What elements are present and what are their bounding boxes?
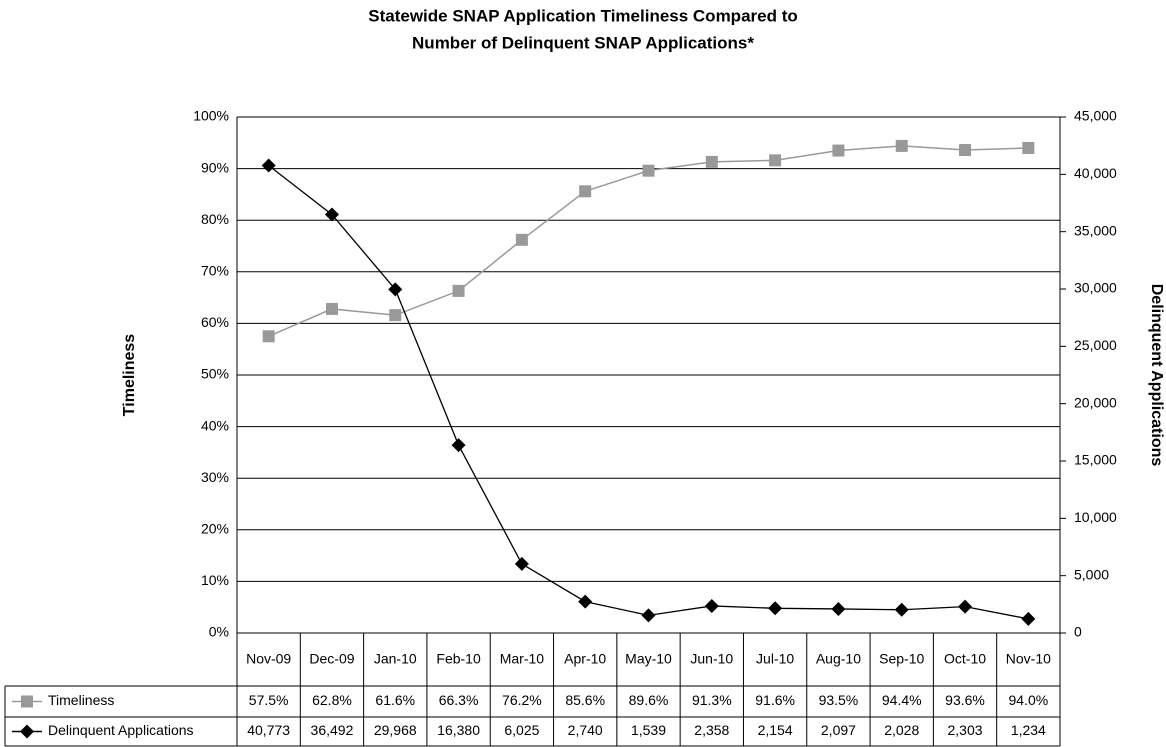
x-tick-label: Feb-10 bbox=[436, 651, 481, 667]
data-point bbox=[1022, 141, 1035, 154]
data-label: 66.3% bbox=[439, 692, 479, 708]
data-label: 85.6% bbox=[565, 692, 605, 708]
data-point bbox=[895, 139, 908, 152]
y-tick-label: 50% bbox=[201, 366, 229, 382]
x-tick-label: Apr-10 bbox=[564, 651, 606, 667]
y-tick-label: 40% bbox=[201, 417, 229, 433]
y-tick-label: 100% bbox=[193, 108, 229, 124]
data-label: 94.4% bbox=[882, 692, 922, 708]
data-point bbox=[388, 282, 403, 297]
data-label: 36,492 bbox=[311, 722, 354, 738]
y2-tick-label: 10,000 bbox=[1074, 509, 1117, 525]
data-label: 93.5% bbox=[819, 692, 859, 708]
data-point bbox=[705, 155, 718, 168]
data-point bbox=[261, 158, 276, 173]
y2-tick-label: 0 bbox=[1074, 624, 1082, 640]
data-point bbox=[452, 284, 465, 297]
data-point bbox=[894, 602, 909, 617]
x-tick-label: Jan-10 bbox=[374, 651, 417, 667]
x-tick-label: Nov-09 bbox=[246, 651, 291, 667]
x-tick-label: Mar-10 bbox=[500, 651, 545, 667]
legend-marker bbox=[20, 724, 34, 739]
data-point bbox=[832, 144, 845, 157]
data-label: 40,773 bbox=[247, 722, 290, 738]
legend-marker bbox=[21, 695, 33, 708]
y-tick-label: 20% bbox=[201, 521, 229, 537]
data-label: 2,154 bbox=[758, 722, 793, 738]
series-line bbox=[268, 164, 1029, 620]
y2-tick-label: 35,000 bbox=[1074, 222, 1117, 238]
data-point bbox=[641, 608, 656, 623]
data-label: 89.6% bbox=[629, 692, 669, 708]
data-point bbox=[579, 185, 592, 198]
y-tick-label: 10% bbox=[201, 572, 229, 588]
x-tick-label: Sep-10 bbox=[879, 651, 924, 667]
data-label: 91.3% bbox=[692, 692, 732, 708]
chart-title: Number of Delinquent SNAP Applications* bbox=[412, 33, 754, 52]
data-label: 2,740 bbox=[568, 722, 603, 738]
data-label: 6,025 bbox=[504, 722, 539, 738]
data-point bbox=[959, 144, 972, 157]
data-point bbox=[642, 164, 655, 177]
data-point bbox=[1021, 611, 1036, 626]
data-label: 62.8% bbox=[312, 692, 352, 708]
data-label: 94.0% bbox=[1008, 692, 1048, 708]
data-label: 57.5% bbox=[249, 692, 289, 708]
data-label: 76.2% bbox=[502, 692, 542, 708]
data-point bbox=[514, 556, 529, 571]
data-point bbox=[958, 599, 973, 614]
data-point bbox=[831, 601, 846, 616]
y-tick-label: 80% bbox=[201, 211, 229, 227]
data-point bbox=[324, 207, 339, 222]
y-tick-label: 70% bbox=[201, 263, 229, 279]
y-axis-label: Timeliness bbox=[121, 334, 138, 417]
data-label: 61.6% bbox=[375, 692, 415, 708]
data-label: 1,539 bbox=[631, 722, 666, 738]
data-point bbox=[389, 309, 402, 322]
data-label: 2,028 bbox=[884, 722, 919, 738]
x-tick-label: Jun-10 bbox=[690, 651, 733, 667]
y2-tick-label: 20,000 bbox=[1074, 394, 1117, 410]
x-tick-label: Aug-10 bbox=[816, 651, 861, 667]
data-label: 91.6% bbox=[755, 692, 795, 708]
data-label: 93.6% bbox=[945, 692, 985, 708]
data-point bbox=[704, 598, 719, 613]
data-label: 29,968 bbox=[374, 722, 417, 738]
data-label: 16,380 bbox=[437, 722, 480, 738]
y-tick-label: 60% bbox=[201, 314, 229, 330]
data-point bbox=[451, 438, 466, 453]
data-label: 2,303 bbox=[948, 722, 983, 738]
data-point bbox=[515, 233, 528, 246]
y-tick-label: 90% bbox=[201, 159, 229, 175]
data-label: 2,097 bbox=[821, 722, 856, 738]
data-point bbox=[325, 302, 338, 315]
x-tick-label: Oct-10 bbox=[944, 651, 986, 667]
data-point bbox=[578, 594, 593, 609]
y2-tick-label: 5,000 bbox=[1074, 566, 1109, 582]
data-label: 1,234 bbox=[1011, 722, 1046, 738]
x-tick-label: Dec-09 bbox=[309, 651, 354, 667]
x-tick-label: Nov-10 bbox=[1006, 651, 1051, 667]
legend-label: Timeliness bbox=[48, 692, 114, 708]
y2-tick-label: 15,000 bbox=[1074, 452, 1117, 468]
legend-label: Delinquent Applications bbox=[48, 722, 194, 738]
y2-tick-label: 40,000 bbox=[1074, 165, 1117, 181]
x-tick-label: Jul-10 bbox=[756, 651, 794, 667]
data-point bbox=[768, 601, 783, 616]
y2-axis-label: Delinquent Applications bbox=[1148, 284, 1165, 467]
data-point bbox=[769, 154, 782, 167]
y2-tick-label: 30,000 bbox=[1074, 280, 1117, 296]
data-point bbox=[262, 330, 275, 343]
y2-tick-label: 45,000 bbox=[1074, 108, 1117, 124]
y-tick-label: 30% bbox=[201, 469, 229, 485]
data-label: 2,358 bbox=[694, 722, 729, 738]
chart-title: Statewide SNAP Application Timeliness Co… bbox=[368, 6, 798, 25]
y2-tick-label: 25,000 bbox=[1074, 337, 1117, 353]
x-tick-label: May-10 bbox=[625, 651, 672, 667]
y-tick-label: 0% bbox=[209, 624, 229, 640]
